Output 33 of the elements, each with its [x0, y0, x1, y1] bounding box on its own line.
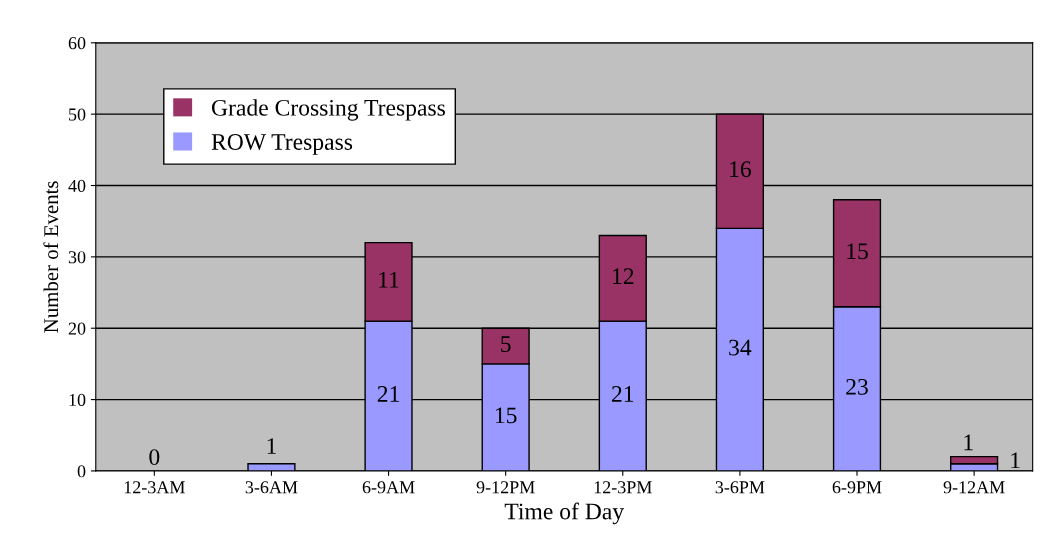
x-tick-label: 12-3AM: [124, 481, 185, 494]
data-label: 15: [495, 407, 517, 424]
data-label: 34: [729, 339, 752, 356]
data-label: 21: [377, 386, 399, 402]
data-label: 16: [730, 161, 751, 178]
data-label: 11: [379, 271, 399, 288]
y-tick-label: 60: [68, 37, 86, 50]
data-label: 1: [267, 438, 276, 454]
data-label: 1: [964, 434, 973, 451]
y-tick-label: 10: [69, 393, 86, 407]
x-tick-label: 6-9PM: [832, 481, 882, 494]
y-tick-label: 30: [68, 251, 86, 264]
data-label: 12: [613, 268, 634, 284]
x-tick-label: 3-6AM: [245, 481, 298, 494]
data-label: 0: [149, 449, 160, 466]
x-tick-label: 6-9AM: [362, 481, 415, 494]
x-tick-label: 12-3PM: [594, 481, 652, 494]
y-axis-title: Number of Events: [43, 181, 59, 333]
y-tick-label: 0: [77, 465, 86, 478]
legend-label: ROW Trespass: [211, 134, 353, 155]
data-label: 23: [846, 378, 868, 395]
data-label: 15: [847, 243, 868, 260]
y-tick-label: 50: [69, 108, 86, 121]
data-label: 21: [612, 386, 634, 402]
y-tick-label: 20: [68, 322, 86, 335]
x-tick-label: 3-6PM: [715, 481, 765, 494]
legend-label: Grade Crossing Trespass: [211, 99, 445, 121]
data-label: 5: [501, 336, 511, 352]
y-tick-label: 40: [68, 179, 86, 192]
data-label: 1: [1011, 452, 1020, 469]
x-tick-label: 9-12PM: [476, 481, 535, 494]
x-tick-label: 9-12AM: [943, 481, 1005, 494]
x-axis-title: Time of Day: [504, 502, 625, 525]
